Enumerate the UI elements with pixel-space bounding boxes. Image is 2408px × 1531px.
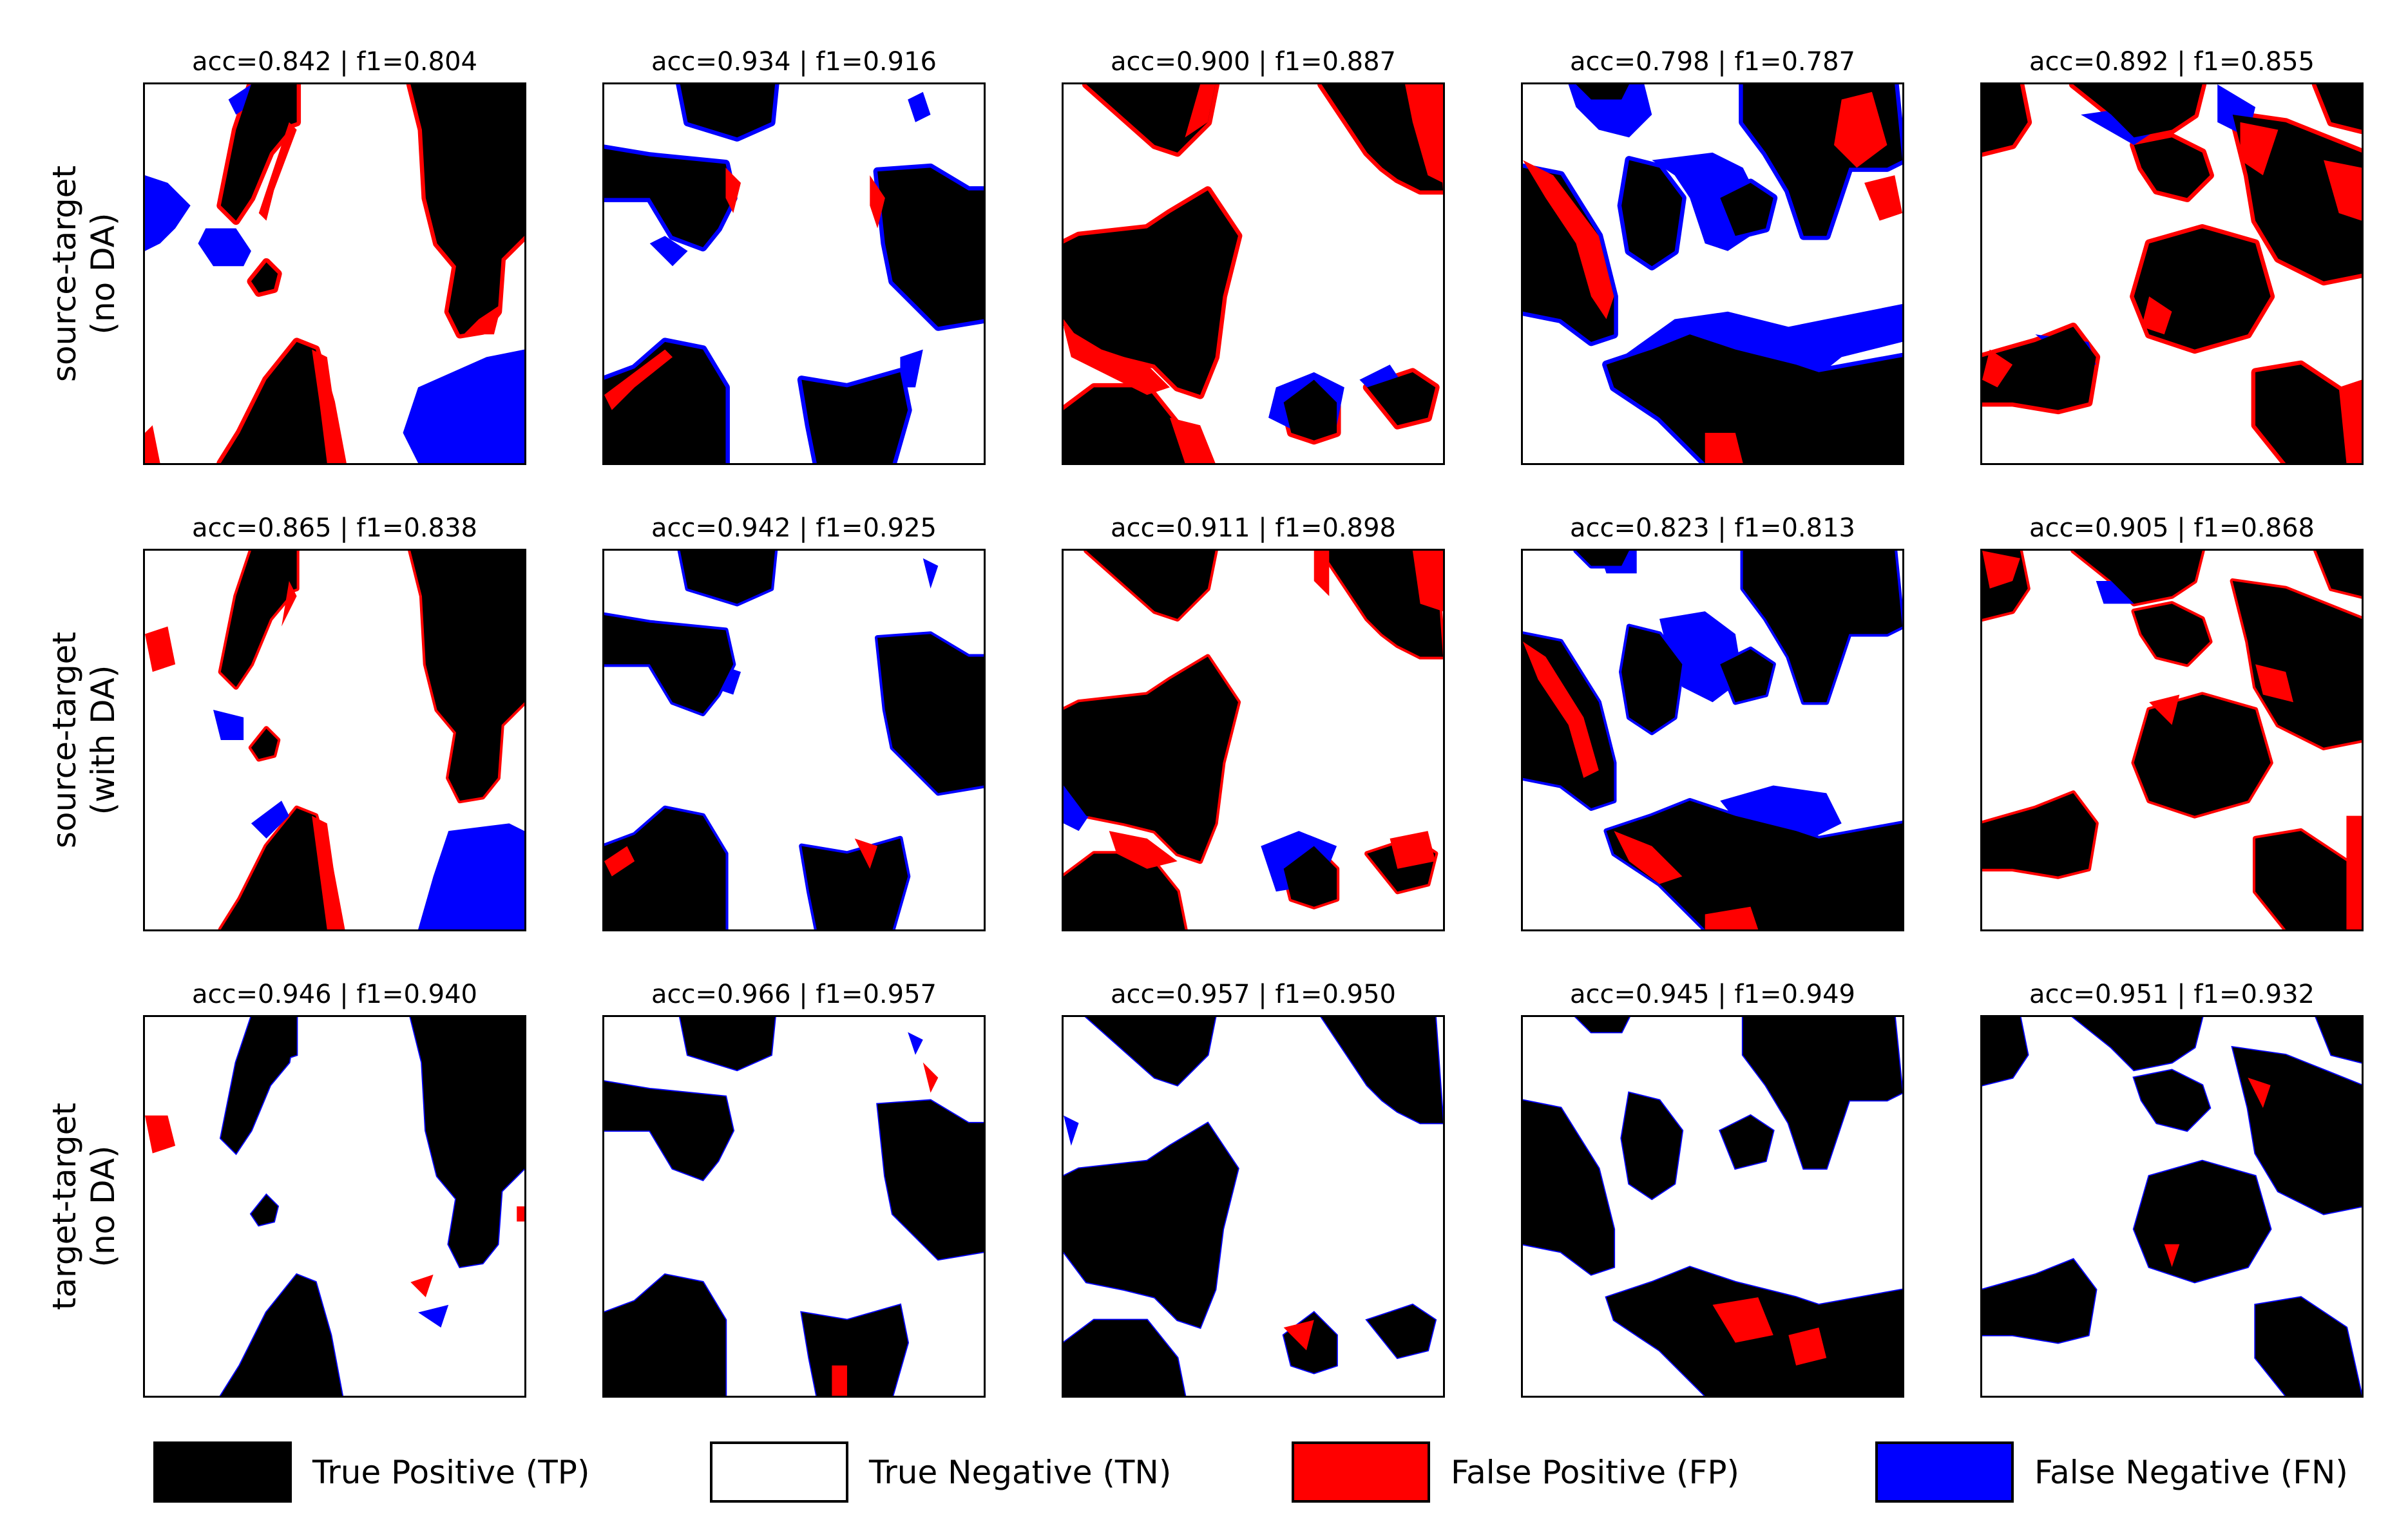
legend-label-tp: True Positive (TP) xyxy=(312,1453,590,1491)
row-label-1: source-target (no DA) xyxy=(45,82,135,465)
error-map-panel-r1-c3 xyxy=(1062,82,1445,465)
row-label-2-line1: source-target xyxy=(46,631,83,849)
legend-label-fn: False Negative (FN) xyxy=(2034,1453,2348,1491)
error-map-image xyxy=(1523,1017,1902,1396)
legend-swatch-tn xyxy=(710,1441,848,1503)
error-map-panel-r3-c1 xyxy=(143,1015,526,1398)
error-map-panel-r1-c1 xyxy=(143,82,526,465)
error-map-image xyxy=(1064,84,1443,463)
error-map-image xyxy=(1982,1017,2362,1396)
panel-title-r3-c5: acc=0.951 | f1=0.932 xyxy=(2029,980,2315,1009)
legend-label-tn: True Negative (TN) xyxy=(869,1453,1172,1491)
error-map-image xyxy=(145,551,524,929)
panel-title-r1-c4: acc=0.798 | f1=0.787 xyxy=(1570,47,1855,77)
panel-title-r1-c5: acc=0.892 | f1=0.855 xyxy=(2029,47,2315,77)
panel-title-r2-c1: acc=0.865 | f1=0.838 xyxy=(192,513,477,543)
row-label-1-line1: source-target xyxy=(46,165,83,383)
error-map-panel-r3-c5 xyxy=(1980,1015,2364,1398)
legend-swatch-fp xyxy=(1292,1441,1430,1503)
legend-item-tn: True Negative (TN) xyxy=(710,1441,1171,1503)
error-map-panel-r2-c1 xyxy=(143,549,526,931)
row-label-1-line2: (no DA) xyxy=(84,213,122,335)
error-map-image xyxy=(604,1017,984,1396)
error-map-image xyxy=(1982,551,2362,929)
panel-title-r2-c4: acc=0.823 | f1=0.813 xyxy=(1570,513,1855,543)
error-map-panel-r2-c2 xyxy=(602,549,986,931)
error-map-image xyxy=(604,551,984,929)
error-map-panel-r3-c2 xyxy=(602,1015,986,1398)
error-map-panel-r1-c4 xyxy=(1521,82,1904,465)
legend-label-fp: False Positive (FP) xyxy=(1451,1453,1739,1491)
legend-swatch-fn xyxy=(1875,1441,2014,1503)
row-label-2: source-target (with DA) xyxy=(45,549,135,931)
panel-title-r3-c3: acc=0.957 | f1=0.950 xyxy=(1111,980,1396,1009)
error-map-image xyxy=(1523,84,1902,463)
panel-title-r2-c5: acc=0.905 | f1=0.868 xyxy=(2029,513,2315,543)
error-map-panel-r3-c4 xyxy=(1521,1015,1904,1398)
error-map-panel-r3-c3 xyxy=(1062,1015,1445,1398)
error-map-panel-r2-c5 xyxy=(1980,549,2364,931)
legend-item-fn: False Negative (FN) xyxy=(1875,1441,2348,1503)
panel-title-r2-c3: acc=0.911 | f1=0.898 xyxy=(1111,513,1396,543)
row-label-3-line2: (no DA) xyxy=(84,1145,122,1268)
error-map-image xyxy=(1064,551,1443,929)
legend-item-fp: False Positive (FP) xyxy=(1292,1441,1739,1503)
panel-title-r1-c1: acc=0.842 | f1=0.804 xyxy=(192,47,477,77)
legend-item-tp: True Positive (TP) xyxy=(153,1441,589,1503)
panel-title-r3-c4: acc=0.945 | f1=0.949 xyxy=(1570,980,1855,1009)
error-map-image xyxy=(1064,1017,1443,1396)
error-map-image xyxy=(145,84,524,463)
error-map-panel-r2-c3 xyxy=(1062,549,1445,931)
panel-title-r3-c1: acc=0.946 | f1=0.940 xyxy=(192,980,477,1009)
row-label-2-line2: (with DA) xyxy=(84,665,122,815)
row-label-3: target-target (no DA) xyxy=(45,1015,135,1398)
error-map-image xyxy=(1982,84,2362,463)
error-map-image xyxy=(1523,551,1902,929)
panel-title-r3-c2: acc=0.966 | f1=0.957 xyxy=(651,980,937,1009)
error-map-image xyxy=(145,1017,524,1396)
panel-title-r2-c2: acc=0.942 | f1=0.925 xyxy=(651,513,937,543)
row-label-3-line1: target-target xyxy=(46,1102,83,1311)
error-map-image xyxy=(604,84,984,463)
panel-title-r1-c2: acc=0.934 | f1=0.916 xyxy=(651,47,937,77)
panel-title-r1-c3: acc=0.900 | f1=0.887 xyxy=(1111,47,1396,77)
error-map-panel-r2-c4 xyxy=(1521,549,1904,931)
error-map-panel-r1-c5 xyxy=(1980,82,2364,465)
error-map-panel-r1-c2 xyxy=(602,82,986,465)
legend-swatch-tp xyxy=(153,1441,292,1503)
